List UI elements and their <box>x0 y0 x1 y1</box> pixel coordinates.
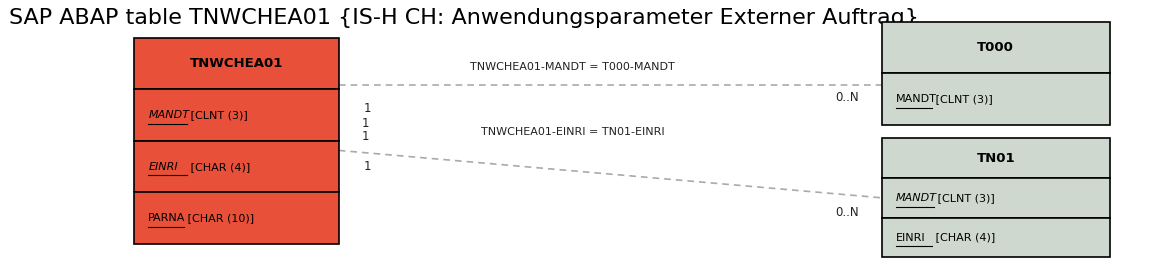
Bar <box>882 218 1110 257</box>
Text: 0..N: 0..N <box>835 91 858 104</box>
Bar <box>882 178 1110 218</box>
Text: EINRI: EINRI <box>896 233 925 243</box>
Text: MANDT: MANDT <box>148 110 189 120</box>
Text: TN01: TN01 <box>976 151 1015 164</box>
Bar <box>882 73 1110 125</box>
Bar <box>134 192 339 244</box>
Text: TNWCHEA01: TNWCHEA01 <box>190 57 283 70</box>
Bar <box>134 141 339 192</box>
Bar <box>882 22 1110 73</box>
Bar <box>882 138 1110 178</box>
Text: EINRI: EINRI <box>148 162 178 172</box>
Text: T000: T000 <box>978 41 1014 54</box>
Text: TNWCHEA01-EINRI = TN01-EINRI: TNWCHEA01-EINRI = TN01-EINRI <box>480 127 665 137</box>
Text: PARNA: PARNA <box>148 213 186 223</box>
Bar <box>134 38 339 89</box>
Text: [CLNT (3)]: [CLNT (3)] <box>932 94 993 104</box>
Bar <box>134 89 339 141</box>
Text: [CHAR (10)]: [CHAR (10)] <box>185 213 255 223</box>
Text: 1: 1 <box>362 130 369 143</box>
Text: MANDT: MANDT <box>896 94 937 104</box>
Text: 1: 1 <box>364 160 371 173</box>
Text: [CHAR (4)]: [CHAR (4)] <box>932 233 995 243</box>
Text: TNWCHEA01-MANDT = T000-MANDT: TNWCHEA01-MANDT = T000-MANDT <box>470 62 675 72</box>
Text: MANDT: MANDT <box>896 193 937 203</box>
Text: [CHAR (4)]: [CHAR (4)] <box>187 162 250 172</box>
Text: 1: 1 <box>364 102 371 115</box>
Text: SAP ABAP table TNWCHEA01 {IS-H CH: Anwendungsparameter Externer Auftrag}: SAP ABAP table TNWCHEA01 {IS-H CH: Anwen… <box>9 8 919 28</box>
Text: [CLNT (3)]: [CLNT (3)] <box>934 193 995 203</box>
Text: [CLNT (3)]: [CLNT (3)] <box>187 110 248 120</box>
Text: 1: 1 <box>362 117 369 130</box>
Text: 0..N: 0..N <box>835 206 858 219</box>
